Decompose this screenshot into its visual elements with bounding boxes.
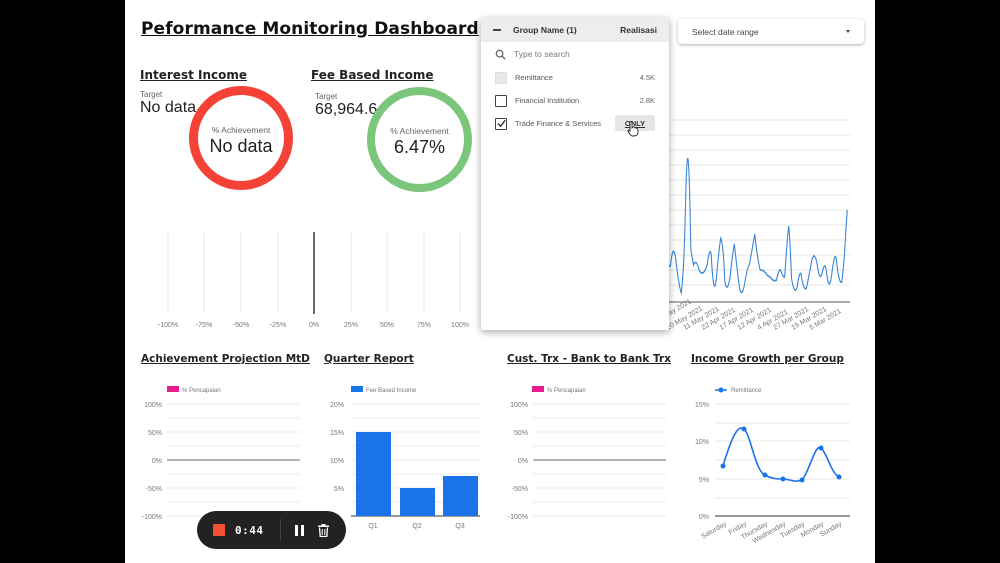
group-name-label: Group Name (1) (513, 25, 577, 35)
legend-swatch (167, 386, 179, 392)
achievement-projection-title: Achievement Projection MtD (141, 353, 310, 365)
cust-trx-chart: % Pencapaian 100% 50% 0% -50% -100% (508, 386, 666, 521)
svg-text:50%: 50% (380, 322, 394, 329)
checkbox-disabled[interactable] (495, 71, 507, 84)
svg-text:100%: 100% (510, 402, 528, 409)
achievement-projection-chart: % Pencapaian 100% 50% 0% -50% -100% (142, 386, 300, 521)
dropdown-header: Group Name (1) Realisasi (481, 18, 669, 42)
group-filter-dropdown: Group Name (1) Realisasi Type to search … (481, 18, 669, 330)
svg-text:-25%: -25% (270, 322, 286, 329)
svg-text:75%: 75% (417, 322, 431, 329)
checkbox-checked[interactable] (495, 117, 507, 130)
achievement-bar-chart: -100% -75% -50% -25% 0% 25% 50% 75% 100% (158, 232, 469, 329)
group-option-remittance[interactable]: Remittance 4.5K (481, 66, 669, 89)
fee-target-label: Target (315, 92, 338, 101)
svg-text:25%: 25% (344, 322, 358, 329)
group-search-input[interactable]: Type to search (481, 42, 669, 66)
fee-achievement-label: % Achievement (390, 126, 449, 136)
svg-text:Remittance: Remittance (731, 388, 762, 394)
svg-text:Q1: Q1 (368, 523, 377, 530)
svg-text:5%: 5% (334, 486, 344, 493)
metric-label: Realisasi (620, 25, 657, 35)
interest-achievement-label: % Achievement (211, 125, 271, 135)
interest-achievement-value: No data (209, 136, 273, 156)
svg-text:Q3: Q3 (455, 523, 464, 530)
bar-q3 (443, 476, 478, 516)
fee-achievement-ring: % Achievement 6.47% (367, 87, 472, 192)
income-growth-title: Income Growth per Group (691, 353, 844, 365)
svg-text:50%: 50% (514, 430, 528, 437)
screen-recorder-bar: 0:44 (197, 511, 346, 549)
svg-text:10%: 10% (330, 458, 344, 465)
hand-cursor-icon (627, 121, 639, 137)
realisasi-timeseries-chart: May 2021 20 May 2021 11 May 2021 22 Apr … (665, 119, 850, 330)
interest-target-value: No data (140, 99, 197, 116)
fee-achievement-value: 6.47% (393, 137, 446, 157)
svg-text:5%: 5% (699, 477, 709, 484)
cust-trx-title: Cust. Trx - Bank to Bank Trx (507, 353, 671, 365)
svg-text:0%: 0% (699, 514, 709, 521)
svg-text:-50%: -50% (512, 486, 528, 493)
divider (279, 519, 281, 541)
bar-q2 (400, 488, 435, 516)
svg-text:Saturday: Saturday (700, 520, 728, 540)
svg-text:-75%: -75% (196, 322, 212, 329)
check-icon (496, 119, 506, 128)
recording-time: 0:44 (235, 523, 264, 537)
stop-recording-button[interactable] (213, 524, 225, 536)
date-range-label: Select date range (692, 26, 759, 37)
svg-text:50%: 50% (148, 430, 162, 437)
svg-text:-100%: -100% (158, 322, 178, 329)
interest-income-title: Interest Income (140, 68, 248, 82)
svg-text:Fee Based Income: Fee Based Income (366, 388, 417, 394)
fee-target-value: 68,964.6 (315, 101, 378, 118)
income-growth-chart: Remittance 15%10% 5%0% Saturday Friday T… (695, 387, 850, 543)
trash-icon[interactable] (317, 523, 329, 537)
svg-text:0%: 0% (309, 322, 319, 329)
svg-text:100%: 100% (451, 322, 469, 329)
svg-text:% Pencapaian: % Pencapaian (182, 388, 221, 394)
caret-down-icon (846, 30, 850, 33)
checkbox-unchecked[interactable] (495, 94, 507, 107)
svg-text:100%: 100% (144, 402, 162, 409)
pause-button[interactable] (294, 524, 304, 536)
interest-target-label: Target (140, 90, 163, 99)
svg-text:-50%: -50% (233, 322, 249, 329)
deselect-all-icon[interactable] (493, 29, 501, 31)
fee-income-title: Fee Based Income (311, 68, 434, 82)
quarter-report-title: Quarter Report (324, 353, 414, 365)
quarter-report-chart: Fee Based Income 20% 15% 10% 5% Q1 Q2 Q3 (330, 386, 480, 530)
svg-text:10%: 10% (695, 439, 709, 446)
bar-q1 (356, 432, 391, 516)
svg-text:0%: 0% (518, 458, 528, 465)
svg-text:Q2: Q2 (412, 523, 421, 530)
svg-text:15%: 15% (695, 402, 709, 409)
only-button[interactable]: ONLY (615, 115, 655, 131)
svg-text:0%: 0% (152, 458, 162, 465)
date-range-select[interactable]: Select date range (678, 19, 864, 44)
group-option-trade-finance[interactable]: Trade Finance & Services ONLY (481, 112, 669, 137)
interest-achievement-ring: % Achievement No data (189, 86, 293, 190)
page-title: Peformance Monitoring Dashboard (141, 19, 479, 39)
svg-text:-100%: -100% (508, 514, 528, 521)
search-icon (495, 49, 506, 60)
svg-text:20%: 20% (330, 402, 344, 409)
search-placeholder: Type to search (514, 49, 570, 59)
svg-text:15%: 15% (330, 430, 344, 437)
svg-text:% Pencapaian: % Pencapaian (547, 388, 586, 394)
group-option-financial-institution[interactable]: Financial Institution 2.8K (481, 89, 669, 112)
svg-text:-50%: -50% (146, 486, 162, 493)
svg-text:-100%: -100% (142, 514, 162, 521)
